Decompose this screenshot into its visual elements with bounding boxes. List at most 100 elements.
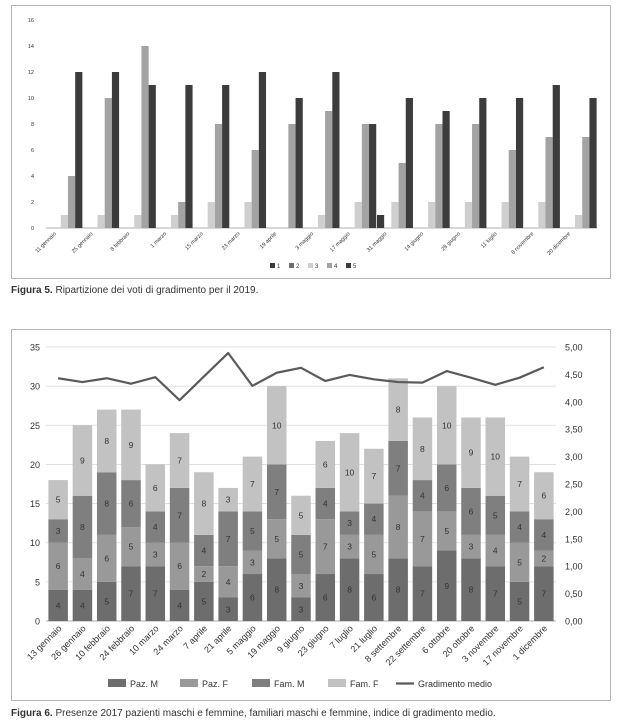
bar-segment-famm <box>72 495 93 559</box>
data-label: 9 <box>80 456 85 466</box>
data-label: 2 <box>541 553 546 563</box>
data-label: 6 <box>541 491 546 501</box>
bar-segment-pazf <box>145 542 166 567</box>
data-label: 3 <box>347 542 352 552</box>
y-tick-label: 12 <box>28 70 34 76</box>
x-tick-label: 20 dicembre <box>546 231 572 257</box>
bar-segment-famm <box>364 503 384 535</box>
data-label: 3 <box>250 557 255 567</box>
bar-3 <box>244 202 252 228</box>
bar-segment-pazm <box>436 550 457 621</box>
data-label: 8 <box>396 522 401 532</box>
bar-5 <box>148 85 156 228</box>
data-label: 3 <box>56 526 61 536</box>
y2-tick-label: 1,50 <box>565 534 583 544</box>
legend-label: Fam. M <box>274 679 305 689</box>
data-label: 6 <box>129 499 134 509</box>
data-label: 4 <box>56 600 61 610</box>
data-label: 4 <box>201 546 206 556</box>
bar-3 <box>207 202 215 228</box>
bar-5 <box>479 98 487 228</box>
y-tick-label: 0 <box>31 226 34 232</box>
legend-label: Paz. F <box>202 679 229 689</box>
data-label: 5 <box>250 526 255 536</box>
data-label: 4 <box>493 546 498 556</box>
bar-3 <box>575 215 583 228</box>
x-tick-label: 25 gennaio <box>71 231 95 255</box>
data-label: 5 <box>201 596 206 606</box>
figure6-label: Figura 6. <box>11 708 53 719</box>
legend-label: 3 <box>315 264 319 270</box>
x-tick-label: 11 luglio <box>480 231 498 249</box>
data-label: 7 <box>274 487 279 497</box>
bar-4 <box>104 98 112 228</box>
legend-swatch-1 <box>270 263 275 268</box>
data-label: 7 <box>517 479 522 489</box>
bar-segment-pazm <box>121 566 141 621</box>
bar-segment-famm <box>436 464 457 512</box>
bar-segment-pazm <box>169 589 190 621</box>
bar-segment-famf <box>266 386 287 465</box>
y-tick-label: 20 <box>30 460 40 470</box>
y-tick-label: 0 <box>35 617 40 627</box>
bar-segment-famf <box>485 417 506 496</box>
bar-segment-pazf <box>364 534 384 575</box>
bar-5 <box>369 124 377 228</box>
data-label: 7 <box>493 589 498 599</box>
bar-segment-famf <box>218 487 238 512</box>
data-label: 4 <box>541 530 546 540</box>
figure5-label: Figura 5. <box>11 285 53 296</box>
bar-segment-pazm <box>364 574 384 621</box>
data-label: 8 <box>80 522 85 532</box>
data-label: 5 <box>517 557 522 567</box>
y-tick-label: 10 <box>28 96 34 102</box>
y-tick-label: 5 <box>35 577 40 587</box>
bar-segment-pazf <box>266 519 287 559</box>
data-label: 5 <box>371 549 376 559</box>
y2-tick-label: 3,50 <box>565 425 583 435</box>
data-label: 7 <box>420 534 425 544</box>
bar-4 <box>582 137 590 228</box>
x-tick-label: 17 maggio <box>329 231 351 253</box>
bar-segment-pazm <box>339 558 360 621</box>
x-tick-label: 15 marzo <box>184 231 204 251</box>
bar-segment-pazf <box>121 527 141 567</box>
data-label: 8 <box>420 444 425 454</box>
bar-segment-pazf <box>315 519 336 575</box>
bar-5 <box>295 98 303 228</box>
data-label: 8 <box>347 585 352 595</box>
bar-segment-famf <box>96 409 117 473</box>
bar-segment-pazf <box>339 534 360 559</box>
y-tick-label: 16 <box>28 18 34 24</box>
data-label: 8 <box>396 405 401 415</box>
data-label: 2 <box>201 569 206 579</box>
bar-segment-pazm <box>485 566 506 621</box>
bar-segment-famm <box>461 487 481 535</box>
x-tick-label: 1 marzo <box>150 231 168 249</box>
bar-segment-pazf <box>242 550 263 575</box>
data-label: 8 <box>396 585 401 595</box>
data-label: 7 <box>323 542 328 552</box>
bar-segment-pazm <box>509 581 530 621</box>
data-label: 4 <box>177 600 182 610</box>
bar-segment-famm <box>266 464 287 520</box>
bar-segment-famm <box>509 511 530 543</box>
data-label: 5 <box>56 495 61 505</box>
legend-swatch <box>108 679 126 687</box>
bar-segment-famf <box>509 456 530 512</box>
data-label: 8 <box>104 499 109 509</box>
data-label: 5 <box>104 596 109 606</box>
bar-4 <box>288 124 296 228</box>
data-label: 10 <box>272 420 282 430</box>
data-label: 7 <box>541 589 546 599</box>
data-label: 6 <box>469 506 474 516</box>
bar-segment-pazm <box>461 558 481 621</box>
legend-label: 2 <box>296 264 300 270</box>
bar-segment-pazf <box>194 566 214 582</box>
data-label: 7 <box>371 471 376 481</box>
bar-3 <box>170 215 179 228</box>
bar-3 <box>354 202 362 228</box>
bar-segment-pazf <box>48 542 68 590</box>
y-tick-label: 15 <box>30 499 40 509</box>
bar-5 <box>442 111 450 228</box>
